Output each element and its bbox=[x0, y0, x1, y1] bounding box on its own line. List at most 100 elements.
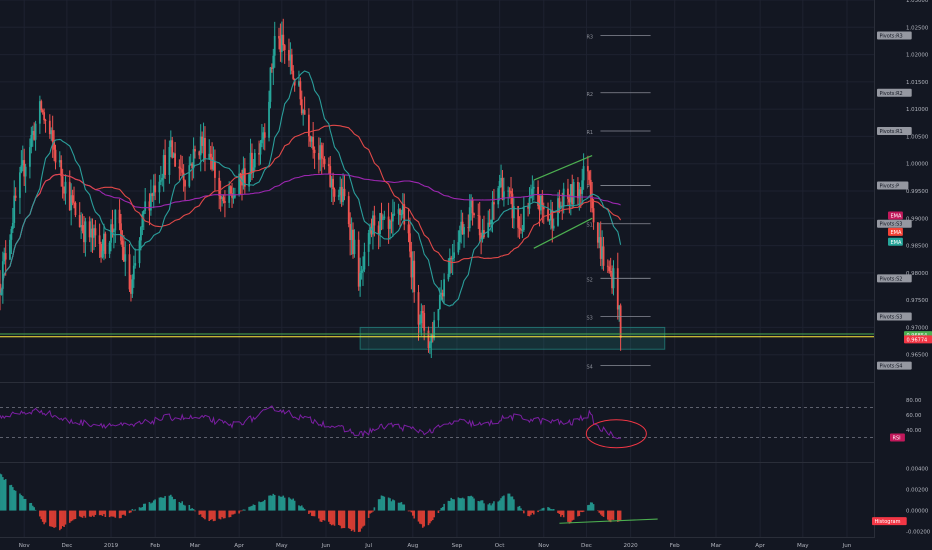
candle-body bbox=[541, 195, 544, 207]
candle-body bbox=[131, 279, 134, 294]
candle-body bbox=[112, 230, 115, 233]
candle-body bbox=[188, 165, 191, 187]
pivot-tag: Pivots:S3 bbox=[880, 315, 903, 321]
candle-body bbox=[380, 213, 383, 220]
histogram-bar bbox=[480, 500, 482, 511]
histogram-bar bbox=[359, 510, 361, 532]
candle-body bbox=[151, 193, 154, 196]
rsi-panel bbox=[0, 405, 874, 449]
candle-body bbox=[468, 207, 471, 229]
candle-body bbox=[258, 152, 260, 155]
histogram-bar bbox=[160, 497, 162, 511]
histogram-bar bbox=[403, 504, 406, 511]
candle-body bbox=[208, 153, 211, 160]
histogram-bar bbox=[64, 510, 67, 525]
histogram-bar bbox=[90, 510, 92, 517]
histogram-bar bbox=[601, 510, 603, 516]
histogram-bar bbox=[158, 497, 161, 511]
candle-body bbox=[184, 180, 186, 187]
candle-body bbox=[171, 140, 174, 158]
histogram-bar bbox=[582, 510, 585, 512]
histogram-bar bbox=[101, 510, 104, 516]
histogram-bar bbox=[310, 510, 313, 516]
candle-body bbox=[591, 198, 594, 209]
histogram-bar bbox=[71, 510, 74, 521]
histogram-bar bbox=[531, 510, 534, 513]
histogram-bar bbox=[242, 509, 245, 511]
histogram-bar bbox=[420, 510, 423, 525]
candle-body bbox=[589, 179, 592, 199]
histogram-bar bbox=[40, 510, 43, 520]
candle-body bbox=[253, 152, 256, 168]
rsi-tick-label: 40.00 bbox=[906, 428, 922, 434]
histogram-bar bbox=[347, 510, 350, 529]
histogram-bar bbox=[510, 496, 512, 511]
histogram-bar bbox=[288, 497, 290, 511]
histogram-bar bbox=[540, 509, 542, 511]
candle-body bbox=[134, 263, 137, 266]
time-tick-label: Sep bbox=[452, 543, 463, 549]
histogram-bar bbox=[471, 496, 474, 511]
candle-body bbox=[80, 225, 83, 228]
histogram-tag: Histogram bbox=[875, 519, 901, 525]
candle-body bbox=[268, 101, 270, 138]
histogram-bar bbox=[350, 510, 353, 532]
time-axis[interactable] bbox=[0, 538, 874, 550]
histogram-bar bbox=[330, 510, 333, 526]
candle-body bbox=[323, 158, 326, 165]
candle-body bbox=[360, 270, 363, 273]
candle-body bbox=[471, 199, 474, 214]
histogram-bar bbox=[209, 510, 212, 520]
candle-body bbox=[619, 305, 622, 339]
histogram-bar bbox=[172, 499, 175, 511]
pivot-tag-bg bbox=[877, 274, 912, 283]
histogram-bar bbox=[608, 510, 611, 522]
histogram-bar bbox=[144, 503, 146, 511]
histogram-bar bbox=[80, 510, 82, 518]
candle-body bbox=[222, 197, 225, 202]
histogram-bar bbox=[541, 508, 544, 511]
candle-body bbox=[68, 181, 71, 211]
candle-body bbox=[551, 209, 554, 229]
histogram-bar bbox=[130, 510, 132, 513]
candle-body bbox=[40, 101, 43, 111]
candle-body bbox=[527, 206, 530, 209]
price-tick-label: 1.02500 bbox=[906, 25, 929, 31]
candle-body bbox=[313, 149, 316, 154]
histogram-bar bbox=[508, 493, 511, 511]
candle-body bbox=[558, 198, 561, 208]
histogram-bar bbox=[589, 502, 592, 511]
histogram-bar bbox=[232, 510, 235, 515]
candle-body bbox=[461, 221, 464, 235]
histogram-bar bbox=[483, 503, 485, 511]
histogram-bar bbox=[269, 495, 272, 511]
histogram-bar bbox=[337, 510, 340, 525]
candle-body bbox=[329, 166, 332, 187]
candle-body bbox=[322, 158, 325, 160]
histogram-bar bbox=[511, 496, 514, 511]
rsi-tag-bg bbox=[890, 433, 905, 442]
candle-body bbox=[38, 101, 41, 124]
histogram-bar bbox=[521, 510, 524, 511]
histogram-bar bbox=[407, 510, 410, 512]
histogram-bar bbox=[537, 510, 539, 513]
candle-body bbox=[9, 239, 11, 260]
histogram-tick-label: 0.00200 bbox=[906, 487, 929, 493]
histogram-bar bbox=[84, 510, 87, 518]
candle-body bbox=[417, 292, 420, 325]
histogram-bar bbox=[607, 510, 609, 520]
histogram-bar bbox=[369, 510, 371, 514]
candle-body bbox=[214, 161, 216, 178]
histogram-bar bbox=[498, 500, 501, 511]
candle-body bbox=[577, 181, 579, 199]
histogram-bar bbox=[562, 510, 565, 518]
candle-body bbox=[448, 257, 451, 274]
candle-body bbox=[103, 233, 105, 252]
histogram-bar bbox=[154, 499, 156, 511]
histogram-tick-label: 0.00000 bbox=[906, 509, 929, 515]
price-tick-label: 0.99500 bbox=[906, 189, 929, 195]
histogram-bar bbox=[362, 510, 364, 527]
candle-body bbox=[161, 177, 164, 181]
price-tick-label: 1.00500 bbox=[906, 134, 929, 140]
candle-body bbox=[443, 279, 446, 297]
